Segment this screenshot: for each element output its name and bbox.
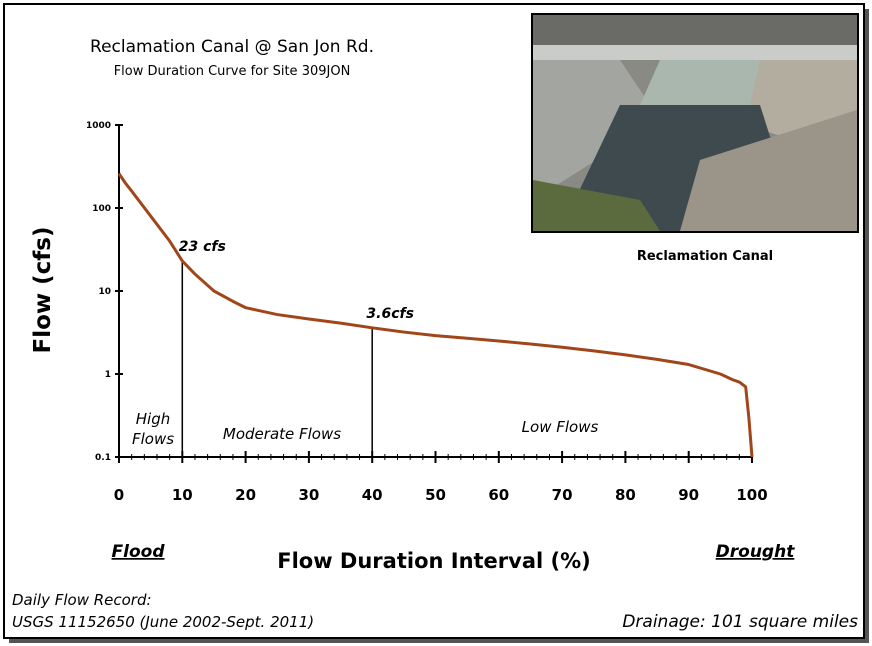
- y-tick-label: 0.1: [95, 453, 111, 463]
- photo: [532, 14, 858, 232]
- annotation-label: 3.6cfs: [366, 306, 414, 322]
- footnote: USGS 11152650 (June 2002-Sept. 2011): [12, 613, 314, 631]
- y-axis-label: Flow (cfs): [30, 226, 56, 353]
- chart-subtitle: Flow Duration Curve for Site 309JON: [114, 64, 351, 79]
- annotation-label: 23 cfs: [179, 239, 226, 255]
- y-tick-label: 10: [98, 287, 111, 297]
- x-tick-label: 100: [736, 486, 767, 504]
- chart-title: Reclamation Canal @ San Jon Rd.: [90, 37, 374, 57]
- region-label: Low Flows: [522, 418, 599, 436]
- footnote: Daily Flow Record:: [12, 591, 152, 609]
- region-label: Flows: [132, 430, 174, 448]
- x-tick-label: 90: [678, 486, 699, 504]
- x-tick-label: 30: [298, 486, 319, 504]
- photo-caption: Reclamation Canal: [637, 249, 773, 264]
- x-left-label: Flood: [112, 542, 166, 562]
- x-tick-label: 60: [488, 486, 509, 504]
- region-label: Moderate Flows: [223, 425, 341, 443]
- x-tick-label: 20: [235, 486, 256, 504]
- x-axis-label: Flow Duration Interval (%): [277, 549, 591, 573]
- y-tick-label: 100: [92, 204, 111, 214]
- x-right-label: Drought: [716, 542, 796, 562]
- chart: Reclamation Canal @ San Jon Rd. Flow Dur…: [0, 0, 872, 646]
- region-label: High: [136, 410, 170, 428]
- x-tick-label: 40: [362, 486, 383, 504]
- x-tick-label: 80: [615, 486, 636, 504]
- drainage-note: Drainage: 101 square miles: [622, 612, 858, 632]
- x-tick-label: 0: [114, 486, 124, 504]
- x-tick-label: 10: [172, 486, 193, 504]
- y-tick-label: 1: [105, 370, 111, 380]
- x-tick-label: 70: [552, 486, 573, 504]
- y-tick-label: 1000: [86, 121, 111, 131]
- x-tick-label: 50: [425, 486, 446, 504]
